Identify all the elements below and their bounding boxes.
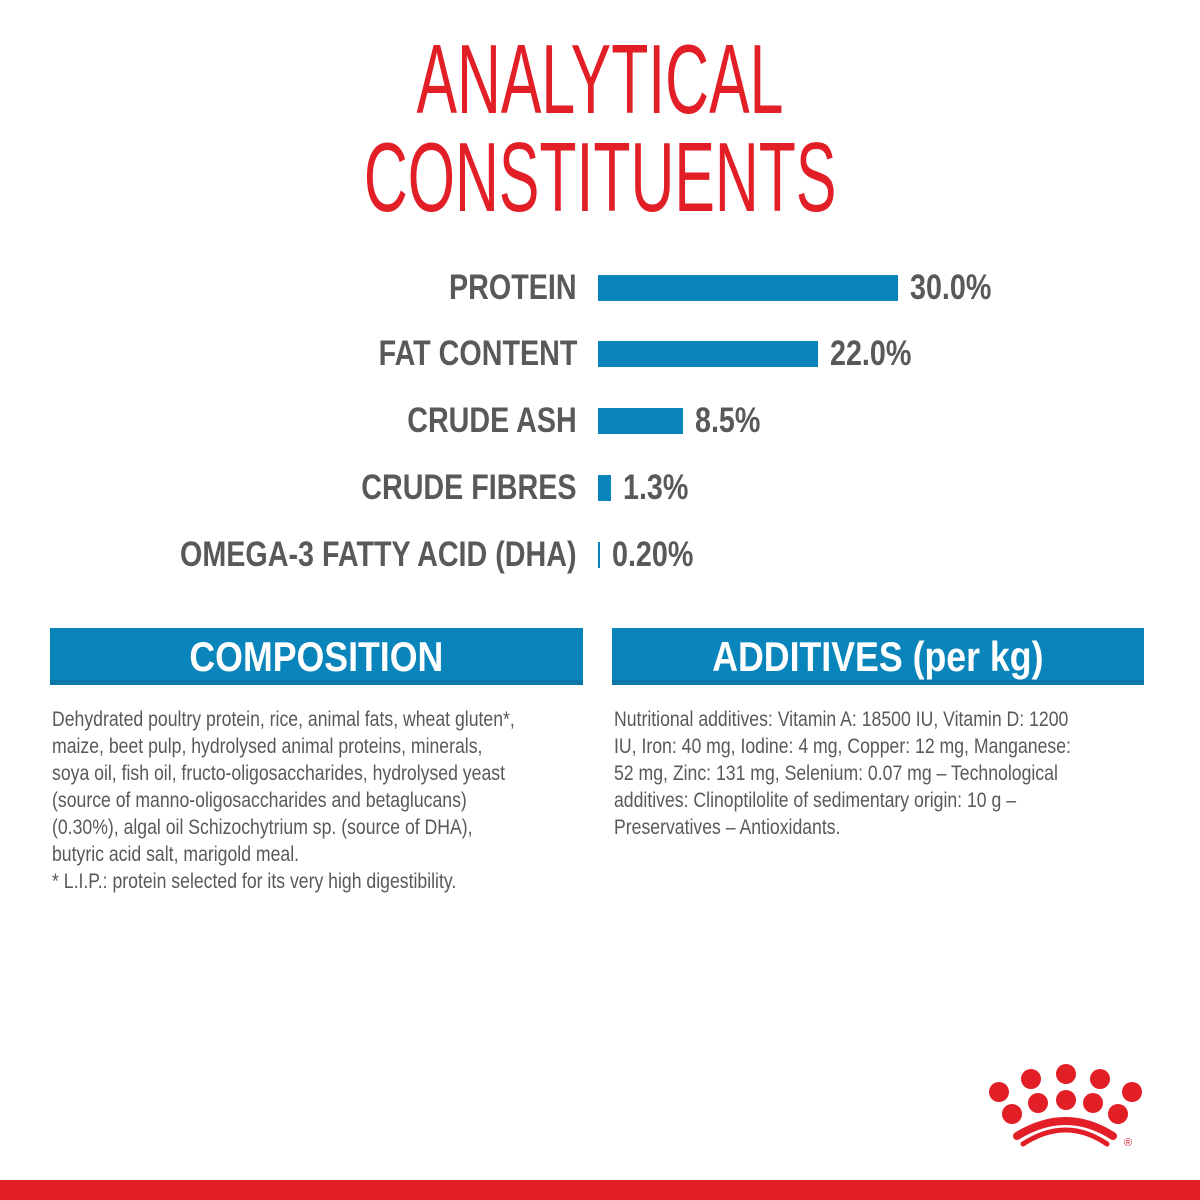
title-line-1: ANALYTICAL (416, 24, 784, 134)
text-line: additives: Clinoptilolite of sedimentary… (614, 789, 1017, 812)
text-line: 52 mg, Zinc: 131 mg, Selenium: 0.07 mg –… (614, 762, 1058, 785)
text-line: (0.30%), algal oil Schizochytrium sp. (s… (52, 816, 473, 839)
chart-row: CRUDE ASH 8.5% (0, 401, 1200, 441)
text-line: IU, Iron: 40 mg, Iodine: 4 mg, Copper: 1… (614, 735, 1071, 758)
bar (598, 275, 898, 301)
chart-row: OMEGA-3 FATTY ACID (DHA) 0.20% (0, 535, 1200, 575)
logo-dot (1108, 1104, 1128, 1124)
value-label: 22.0% (830, 334, 912, 373)
text-line: soya oil, fish oil, fructo-oligosacchari… (52, 762, 505, 785)
chart-row: FAT CONTENT 22.0% (0, 334, 1200, 374)
logo-dot (1122, 1082, 1142, 1102)
category-label: CRUDE ASH (407, 401, 577, 440)
text-line: Preservatives – Antioxidants. (614, 816, 841, 839)
logo-dot (1090, 1069, 1110, 1089)
text-line: maize, beet pulp, hydrolysed animal prot… (52, 735, 483, 758)
text-line: Dehydrated poultry protein, rice, animal… (52, 708, 515, 731)
logo-arc (1020, 1127, 1110, 1147)
registered-mark: ® (1124, 1137, 1132, 1149)
bar (598, 542, 600, 568)
brand-footer-bar (0, 1180, 1200, 1200)
value-label: 8.5% (695, 401, 761, 440)
text-line: * L.I.P.: protein selected for its very … (52, 870, 457, 893)
composition-text: Dehydrated poultry protein, rice, animal… (52, 706, 603, 895)
category-label: FAT CONTENT (378, 334, 577, 373)
category-label: OMEGA-3 FATTY ACID (DHA) (180, 535, 577, 574)
composition-header: COMPOSITION (50, 628, 583, 685)
text-line: butyric acid salt, marigold meal. (52, 843, 300, 866)
logo-dot (989, 1082, 1009, 1102)
bar (598, 475, 611, 501)
bar (598, 408, 683, 434)
value-label: 1.3% (623, 468, 689, 507)
text-line: Nutritional additives: Vitamin A: 18500 … (614, 708, 1069, 731)
logo-dot (1021, 1069, 1041, 1089)
additives-text: Nutritional additives: Vitamin A: 18500 … (614, 706, 1158, 841)
value-label: 30.0% (910, 268, 992, 307)
logo-dot (1056, 1090, 1076, 1110)
logo-dot (1056, 1064, 1076, 1084)
title-line-2: CONSTITUENTS (363, 122, 837, 232)
logo-arc (1013, 1117, 1117, 1140)
additives-header: ADDITIVES (per kg) (612, 628, 1144, 685)
category-label: CRUDE FIBRES (361, 468, 577, 507)
category-label: PROTEIN (449, 268, 577, 307)
bar (598, 341, 818, 367)
logo-dot (1083, 1093, 1103, 1113)
logo-dot (1028, 1093, 1048, 1113)
chart-row: PROTEIN 30.0% (0, 268, 1200, 308)
logo-dot (1002, 1104, 1022, 1124)
chart-row: CRUDE FIBRES 1.3% (0, 468, 1200, 508)
text-line: (source of manno-oligosaccharides and be… (52, 789, 467, 812)
value-label: 0.20% (612, 535, 694, 574)
